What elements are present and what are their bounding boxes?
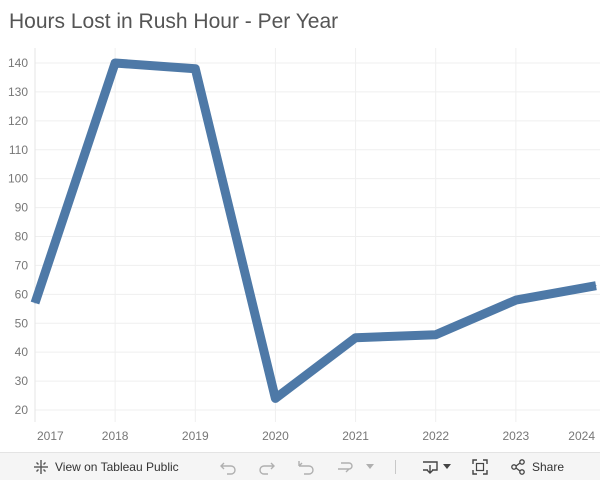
- share-label: Share: [532, 460, 565, 474]
- x-tick-label: 2020: [262, 429, 289, 443]
- x-tick-label: 2024: [568, 429, 595, 443]
- x-tick-label: 2023: [503, 429, 530, 443]
- y-tick-label: 60: [15, 287, 29, 301]
- y-tick-label: 70: [15, 258, 29, 272]
- tableau-toolbar: View on Tableau Public: [0, 452, 600, 480]
- y-tick-label: 50: [15, 316, 29, 330]
- series-line: [30, 58, 597, 403]
- fullscreen-icon: [472, 459, 488, 475]
- y-tick-label: 110: [9, 143, 28, 157]
- revert-icon: [297, 459, 315, 475]
- x-tick-label: 2019: [182, 429, 209, 443]
- y-tick-label: 80: [15, 230, 29, 244]
- x-axis-tick-labels: 2017 2018 2019 2020 2021 2022 2023 2024: [37, 429, 595, 443]
- refresh-button[interactable]: [335, 453, 355, 481]
- view-on-tableau-label: View on Tableau Public: [55, 460, 179, 474]
- chevron-down-icon: [366, 464, 374, 470]
- fullscreen-button[interactable]: [472, 453, 488, 481]
- y-tick-label: 40: [15, 345, 29, 359]
- y-tick-label: 130: [8, 85, 28, 99]
- series-layer: [30, 58, 597, 403]
- share-button[interactable]: Share: [510, 453, 564, 481]
- pause-dropdown-button[interactable]: [366, 453, 374, 481]
- data-point: [435, 334, 437, 336]
- data-point: [34, 302, 36, 304]
- x-tick-label: 2018: [102, 429, 129, 443]
- undo-icon: [219, 459, 237, 475]
- data-point: [194, 68, 196, 70]
- data-point: [355, 337, 357, 339]
- download-icon: [421, 459, 439, 475]
- data-point: [114, 62, 116, 64]
- share-icon: [510, 459, 526, 475]
- redo-icon: [258, 459, 276, 475]
- redo-button[interactable]: [258, 453, 276, 481]
- x-tick-label: 2017: [37, 429, 64, 443]
- horizontal-gridlines: [35, 62, 600, 411]
- y-tick-label: 30: [15, 374, 29, 388]
- tableau-icon: [33, 459, 49, 475]
- x-tick-label: 2022: [422, 429, 449, 443]
- y-tick-label: 100: [8, 172, 28, 186]
- vertical-gridlines: [114, 48, 517, 422]
- view-on-tableau-button[interactable]: View on Tableau Public: [33, 453, 179, 481]
- y-tick-label: 120: [8, 114, 28, 128]
- y-tick-label: 140: [8, 56, 28, 70]
- toolbar-divider: [395, 460, 396, 474]
- x-tick-label: 2021: [342, 429, 369, 443]
- refresh-icon: [335, 459, 355, 475]
- chevron-down-icon: [443, 464, 451, 470]
- data-point: [274, 397, 276, 399]
- y-axis-tick-labels: 20 30 40 50 60 70 80 90 100 110 120 130 140: [8, 56, 28, 417]
- y-tick-label: 90: [15, 201, 29, 215]
- undo-button[interactable]: [219, 453, 237, 481]
- revert-button[interactable]: [297, 453, 315, 481]
- download-button[interactable]: [421, 453, 451, 481]
- data-point: [595, 285, 597, 287]
- chart-title: Hours Lost in Rush Hour - Per Year: [9, 10, 339, 33]
- data-point: [515, 299, 517, 301]
- y-tick-label: 20: [15, 403, 29, 417]
- line-chart: 20 30 40 50 60 70 80 90 100 110 120 130 140 2017 2018…: [8, 48, 600, 443]
